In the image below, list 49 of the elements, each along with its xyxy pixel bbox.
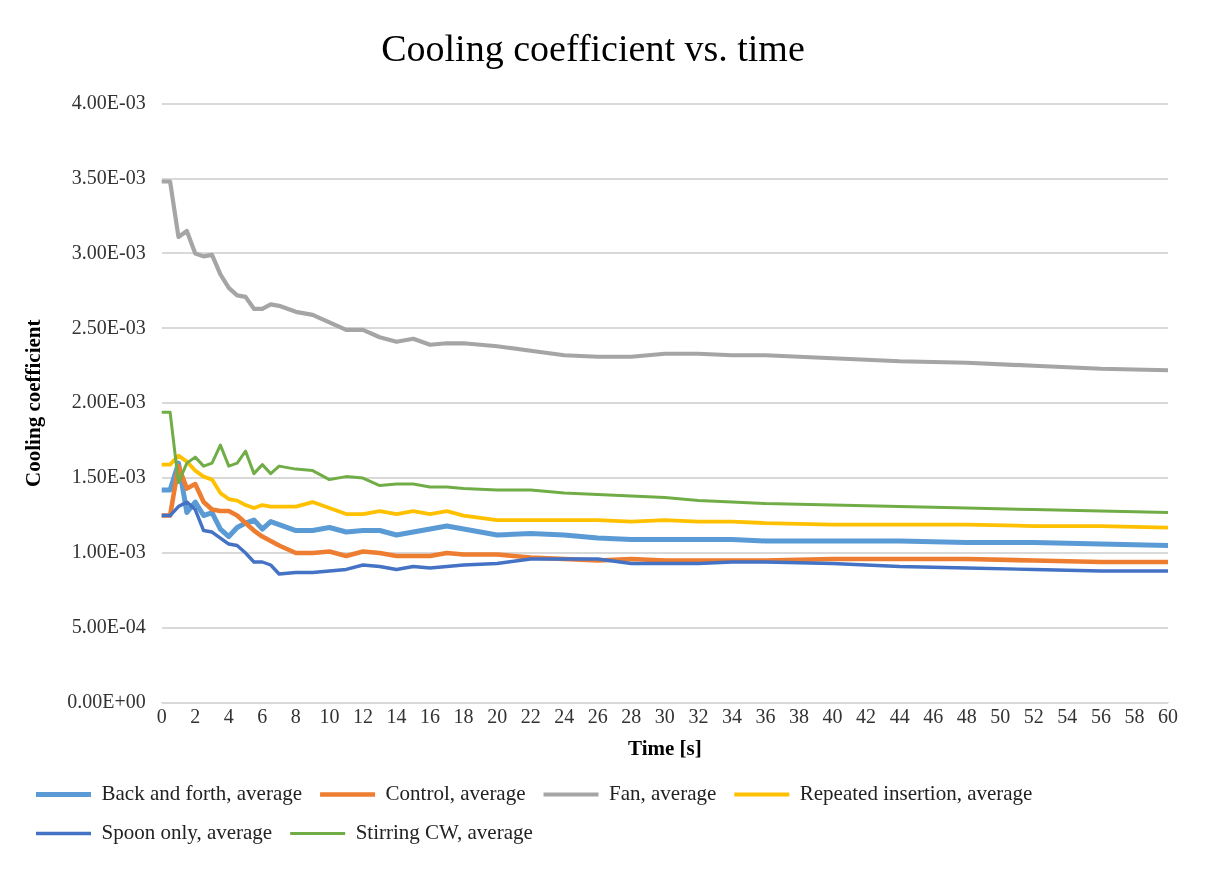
legend-label: Spoon only, average <box>101 820 273 845</box>
x-tick-label: 24 <box>554 705 575 728</box>
x-tick-label: 28 <box>621 705 642 728</box>
y-tick-label: 3.00E-03 <box>71 240 146 263</box>
x-tick-label: 18 <box>453 705 474 728</box>
y-tick-label: 2.50E-03 <box>71 315 146 338</box>
y-tick-label: 2.00E-03 <box>71 390 146 413</box>
x-tick-label: 42 <box>856 705 877 728</box>
x-tick-label: 14 <box>386 705 407 728</box>
x-tick-label: 2 <box>190 705 201 728</box>
x-tick-label: 30 <box>654 705 675 728</box>
x-tick-label: 32 <box>688 705 709 728</box>
x-tick-label: 58 <box>1124 705 1145 728</box>
x-tick-label: 26 <box>587 705 608 728</box>
x-tick-label: 0 <box>156 705 167 728</box>
y-tick-label: 0.00E+00 <box>67 690 146 713</box>
x-axis-title: Time [s] <box>628 735 702 760</box>
y-tick-label: 1.00E-03 <box>71 540 146 563</box>
x-tick-label: 22 <box>520 705 541 728</box>
y-tick-label: 4.00E-03 <box>71 90 146 113</box>
y-tick-label: 3.50E-03 <box>71 165 146 188</box>
x-tick-label: 36 <box>755 705 776 728</box>
x-tick-label: 56 <box>1090 705 1111 728</box>
x-tick-label: 10 <box>319 705 340 728</box>
x-tick-label: 54 <box>1057 705 1078 728</box>
x-tick-label: 8 <box>290 705 301 728</box>
y-tick-label: 5.00E-04 <box>71 615 146 638</box>
x-tick-label: 60 <box>1158 705 1178 728</box>
x-tick-label: 40 <box>822 705 843 728</box>
x-tick-label: 46 <box>923 705 944 728</box>
y-tick-label: 1.50E-03 <box>71 465 146 488</box>
x-tick-label: 4 <box>223 705 234 728</box>
chart-title: Cooling coefficient vs. time <box>381 26 805 69</box>
legend-label: Stirring CW, average <box>355 820 533 845</box>
x-tick-label: 52 <box>1023 705 1044 728</box>
legend-label: Fan, average <box>609 781 717 806</box>
y-axis-title: Cooling coefficient <box>21 319 46 487</box>
x-tick-label: 6 <box>257 705 268 728</box>
x-tick-label: 44 <box>889 705 910 728</box>
legend-label: Repeated insertion, average <box>799 781 1033 806</box>
x-tick-label: 12 <box>352 705 373 728</box>
legend-label: Back and forth, average <box>101 781 303 806</box>
x-tick-label: 16 <box>420 705 441 728</box>
x-tick-label: 34 <box>721 705 742 728</box>
x-tick-label: 38 <box>789 705 810 728</box>
legend-label: Control, average <box>385 781 526 806</box>
x-tick-label: 20 <box>487 705 508 728</box>
x-tick-label: 50 <box>990 705 1011 728</box>
x-tick-label: 48 <box>956 705 977 728</box>
